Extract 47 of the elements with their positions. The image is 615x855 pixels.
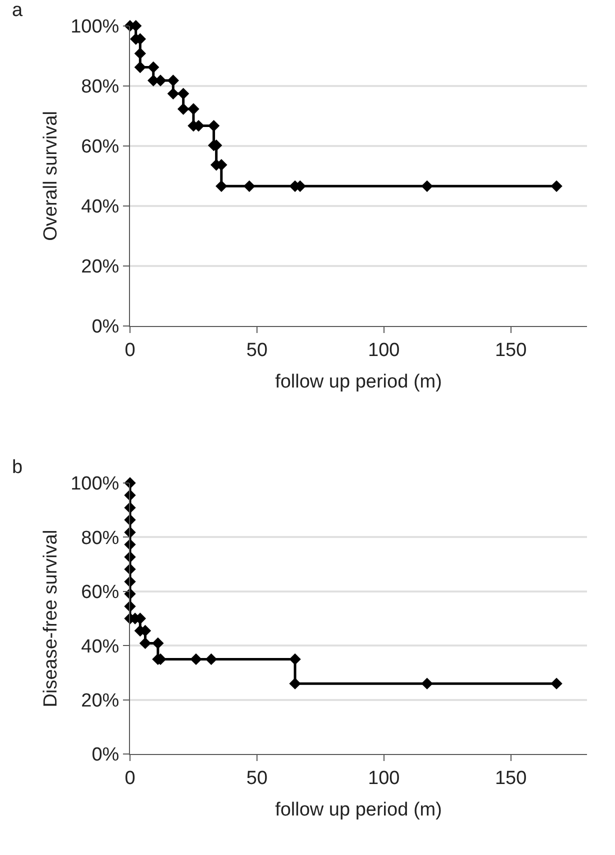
chart-title: b <box>12 457 23 478</box>
x-tick-label: 150 <box>494 340 527 361</box>
point <box>134 61 146 74</box>
x-tick-label: 50 <box>246 768 268 789</box>
y-tick-label: 100% <box>70 474 120 495</box>
point <box>190 653 202 666</box>
point <box>148 61 160 74</box>
y-tick-label: 0% <box>92 316 120 338</box>
chart-title: a <box>12 0 23 21</box>
point <box>216 180 228 192</box>
y-tick-label: 100% <box>70 16 120 38</box>
point <box>139 637 152 650</box>
x-tick-label: 0 <box>124 340 136 361</box>
point <box>243 180 256 192</box>
x-axis-title: follow up period (m) <box>275 372 442 393</box>
point <box>167 88 180 100</box>
point <box>177 88 190 100</box>
point <box>289 678 301 690</box>
point <box>134 48 146 60</box>
point <box>205 653 218 666</box>
y-axis-title: Overall survival <box>40 111 62 241</box>
point <box>289 653 301 666</box>
y-tick-label: 40% <box>81 636 120 658</box>
y-tick-label: 60% <box>81 136 120 158</box>
point <box>208 120 220 132</box>
y-tick-label: 60% <box>81 582 120 604</box>
y-axis-title: Disease-free survival <box>40 530 62 708</box>
point <box>421 678 433 690</box>
y-tick-label: 40% <box>81 196 120 218</box>
x-axis-title: follow up period (m) <box>275 800 442 821</box>
x-tick-label: 0 <box>124 768 136 789</box>
x-tick-label: 100 <box>368 340 400 361</box>
x-tick-label: 150 <box>494 768 527 789</box>
point <box>177 103 190 115</box>
x-tick-label: 100 <box>368 768 400 789</box>
y-tick-label: 20% <box>81 256 120 278</box>
y-tick-label: 20% <box>81 690 120 712</box>
x-tick-label: 50 <box>246 340 268 361</box>
y-tick-label: 80% <box>81 528 120 549</box>
y-tick-label: 0% <box>92 744 120 766</box>
point <box>550 678 562 690</box>
point <box>152 637 164 650</box>
point <box>167 74 180 86</box>
y-tick-label: 80% <box>81 76 120 98</box>
point <box>421 180 433 192</box>
point <box>550 180 562 192</box>
point <box>188 103 200 115</box>
